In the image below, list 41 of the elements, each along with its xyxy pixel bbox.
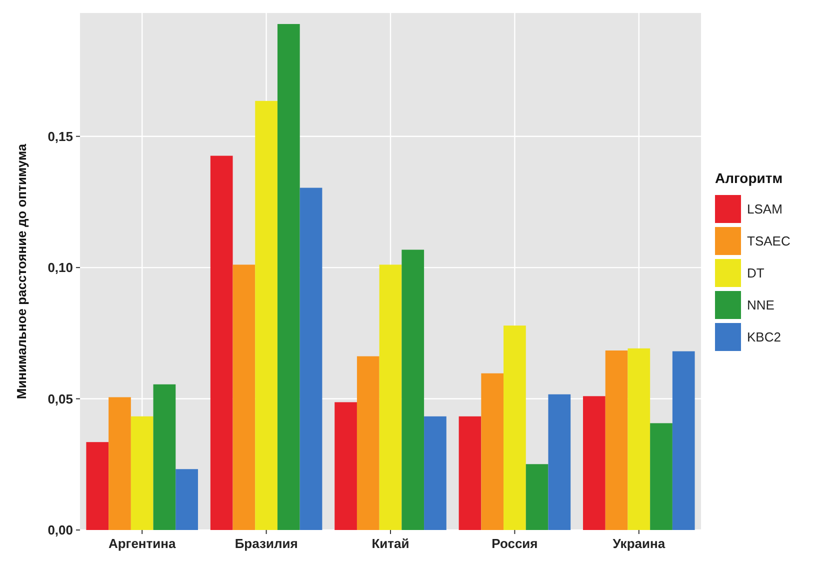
bar: [548, 394, 571, 530]
bar: [424, 416, 446, 530]
bar: [458, 416, 482, 530]
bar: [379, 264, 402, 530]
x-tick-label: Украина: [612, 536, 666, 551]
bar: [628, 348, 650, 530]
bar: [130, 416, 154, 530]
bar: [650, 423, 672, 530]
bar: [526, 464, 548, 530]
bar: [583, 396, 606, 530]
y-tick-label: 0,15: [48, 128, 73, 144]
bar: [277, 24, 300, 530]
bar: [108, 397, 131, 530]
legend-label: DT: [747, 266, 764, 281]
x-tick-label: Аргентина: [108, 536, 176, 551]
x-tick-label: Китай: [372, 536, 410, 551]
bar: [672, 351, 695, 530]
y-tick-label: 0,05: [48, 391, 73, 406]
bar: [300, 188, 322, 530]
bar: [402, 250, 424, 530]
legend-label: KBC2: [747, 330, 781, 345]
bar: [210, 156, 233, 530]
bar: [481, 373, 504, 530]
legend-label: TSAEC: [747, 234, 790, 249]
bar: [86, 442, 109, 530]
legend-label: LSAM: [747, 202, 782, 217]
bar: [504, 326, 526, 530]
y-tick-label: 0,00: [48, 522, 73, 538]
bar: [232, 264, 256, 530]
bar: [176, 469, 198, 530]
bar: [255, 100, 278, 530]
bar: [334, 402, 357, 530]
y-tick-label: 0,10: [48, 260, 73, 276]
y-axis-title: Минимальное расстояние до оптимума: [14, 143, 29, 400]
legend-label: NNE: [747, 298, 775, 313]
legend-title: Алгоритм: [715, 170, 783, 186]
x-tick-label: Россия: [492, 536, 538, 551]
x-tick-label: Бразилия: [234, 536, 298, 551]
bar: [356, 356, 380, 530]
bar: [605, 350, 628, 530]
bar: [153, 384, 176, 530]
